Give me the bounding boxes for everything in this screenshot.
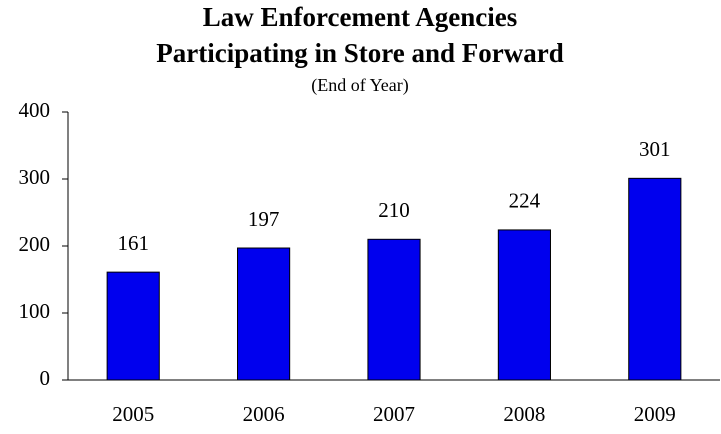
chart-title: Law Enforcement Agencies — [203, 2, 517, 32]
y-tick-label: 300 — [19, 165, 51, 189]
y-tick-label: 100 — [19, 299, 51, 323]
y-tick-label: 0 — [40, 366, 51, 390]
data-label: 224 — [509, 189, 541, 213]
data-label: 161 — [117, 231, 149, 255]
data-label: 197 — [248, 207, 280, 231]
bar — [628, 177, 682, 381]
x-tick-label: 2005 — [112, 402, 154, 426]
bar — [106, 271, 160, 381]
chart-title: Participating in Store and Forward — [156, 38, 564, 68]
y-tick-label: 400 — [19, 98, 51, 122]
x-tick-label: 2009 — [634, 402, 676, 426]
x-tick-label: 2006 — [243, 402, 285, 426]
y-tick-label: 200 — [19, 232, 51, 256]
chart-subtitle: (End of Year) — [311, 75, 408, 96]
x-tick-label: 2008 — [503, 402, 545, 426]
bar — [367, 238, 421, 381]
data-label: 210 — [378, 198, 410, 222]
bar — [497, 229, 551, 381]
x-tick-label: 2007 — [373, 402, 415, 426]
bar — [237, 247, 291, 381]
data-label: 301 — [639, 137, 671, 161]
